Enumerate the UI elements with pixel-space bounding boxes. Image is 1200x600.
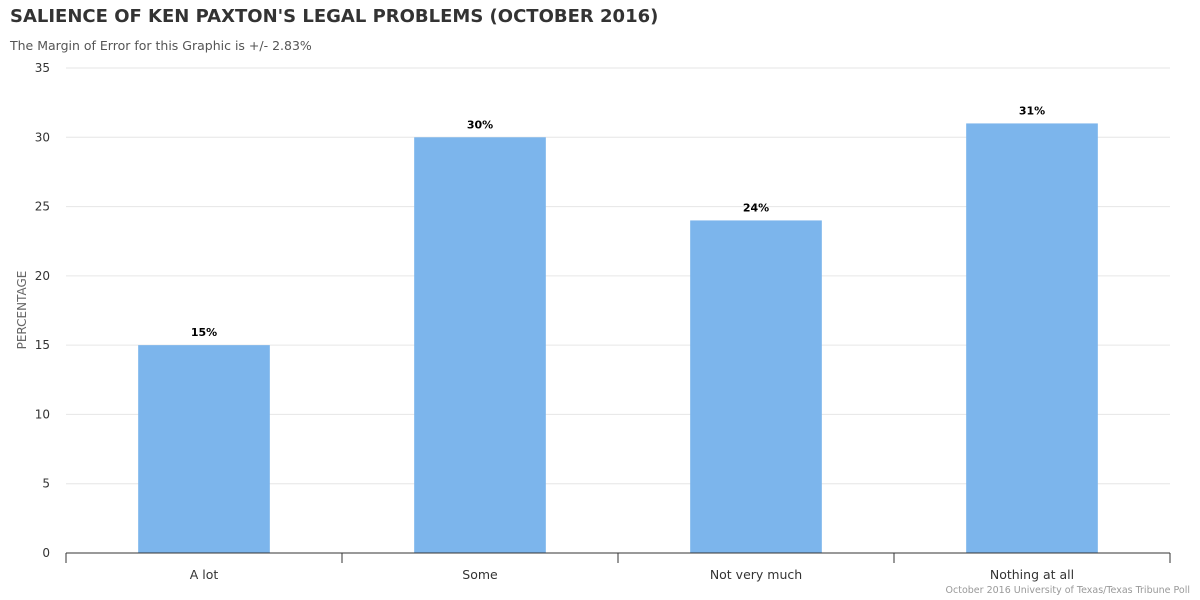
chart-title: SALIENCE OF KEN PAXTON'S LEGAL PROBLEMS … — [10, 6, 659, 27]
bar — [414, 137, 546, 554]
data-label: 24% — [743, 201, 769, 214]
chart-credit: October 2016 University of Texas/Texas T… — [945, 585, 1190, 596]
data-label: 30% — [467, 118, 493, 131]
y-tick-label: 15 — [35, 338, 50, 352]
y-tick-label: 10 — [35, 407, 50, 421]
y-tick-label: 5 — [42, 477, 50, 491]
x-tick-label: A lot — [190, 567, 219, 582]
bar — [966, 123, 1098, 553]
axes: 0 5 10 15 20 25 30 35 A lot Some Not very much Noth… — [35, 61, 1171, 582]
chart-subtitle: The Margin of Error for this Graphic is … — [10, 38, 312, 53]
bar — [690, 220, 822, 553]
y-tick-label: 0 — [42, 546, 50, 560]
y-tick-label: 30 — [35, 130, 50, 144]
x-tick-label: Nothing at all — [990, 567, 1074, 582]
y-axis-title: PERCENTAGE — [15, 271, 29, 350]
data-label: 31% — [1019, 104, 1045, 117]
x-tick-label: Not very much — [710, 567, 802, 582]
data-label: 15% — [191, 326, 217, 339]
y-tick-label: 20 — [35, 269, 50, 283]
data-labels: 15% 30% 24% 31% — [191, 104, 1045, 339]
bars — [138, 123, 1098, 554]
x-tick-label: Some — [462, 567, 498, 582]
bar — [138, 345, 270, 553]
y-tick-label: 25 — [35, 200, 50, 214]
y-tick-label: 35 — [35, 61, 50, 75]
